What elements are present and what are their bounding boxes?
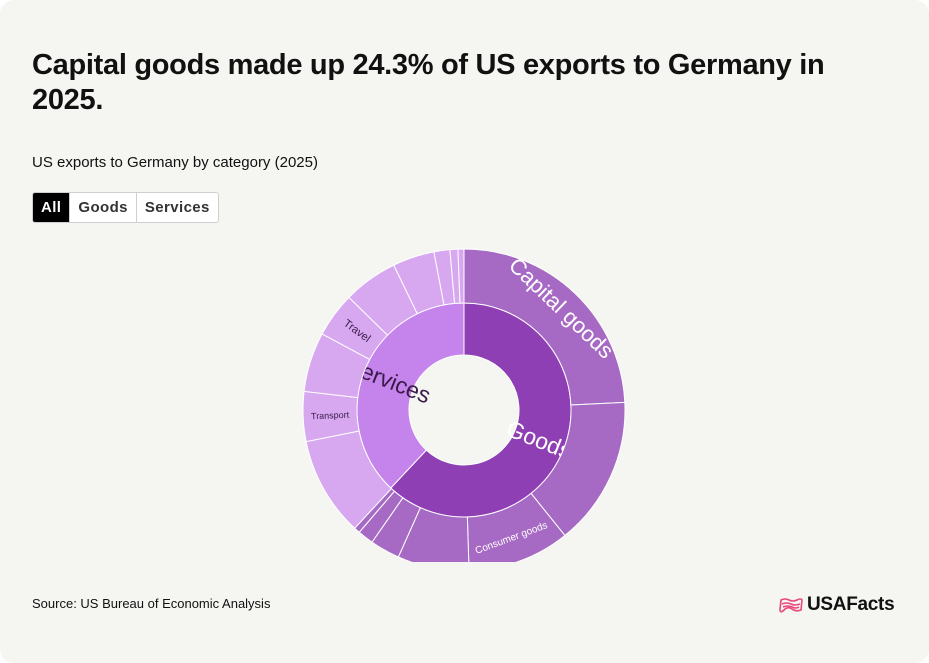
sector-other-services-7[interactable] [457,248,465,304]
label-transport: Transport [311,410,350,422]
usafacts-logo[interactable]: USAFacts [779,593,895,617]
us-flag-logo-icon [779,598,803,613]
brand-name: USAFacts [807,594,895,615]
category-tabs: All Goods Services [32,192,219,223]
page-title: Capital goods made up 24.3% of US export… [32,49,825,116]
sector-capital-goods[interactable] [463,248,626,406]
tab-all[interactable]: All [33,193,71,222]
source-note: Source: US Bureau of Economic Analysis [32,596,271,611]
tab-goods[interactable]: Goods [70,193,137,222]
chart-subtitle: US exports to Germany by category (2025) [32,154,318,171]
tab-services[interactable]: Services [136,193,218,222]
